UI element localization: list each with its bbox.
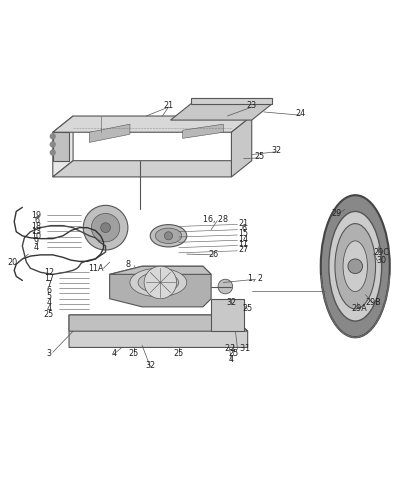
Text: 21: 21 (238, 219, 248, 228)
Ellipse shape (138, 272, 178, 292)
Circle shape (217, 279, 232, 294)
Text: 5: 5 (46, 292, 51, 301)
Text: 15: 15 (238, 230, 248, 238)
Text: 32: 32 (145, 361, 155, 370)
Text: 24: 24 (295, 110, 305, 118)
Text: 27: 27 (238, 245, 248, 254)
Text: 4: 4 (228, 355, 233, 364)
Polygon shape (53, 160, 231, 177)
Text: 4: 4 (46, 298, 51, 308)
Text: 8: 8 (125, 260, 130, 268)
Text: 29A: 29A (351, 304, 366, 314)
Text: 25: 25 (242, 304, 252, 313)
Circle shape (347, 259, 362, 274)
Text: 19: 19 (32, 211, 41, 220)
Text: 14: 14 (238, 234, 248, 244)
Text: 11A: 11A (87, 264, 103, 273)
Text: 11: 11 (238, 240, 248, 249)
Text: 32: 32 (226, 298, 236, 308)
Polygon shape (89, 124, 130, 142)
Text: 10: 10 (32, 232, 41, 241)
Text: 32: 32 (271, 146, 280, 155)
Text: 6: 6 (241, 224, 245, 233)
Text: 9: 9 (34, 238, 39, 246)
Text: 18: 18 (32, 222, 41, 230)
Text: 6: 6 (34, 216, 39, 226)
Text: 17: 17 (44, 274, 53, 283)
Circle shape (91, 214, 119, 242)
Text: 25: 25 (43, 310, 54, 318)
Text: 23: 23 (246, 102, 256, 110)
Ellipse shape (150, 224, 186, 247)
Circle shape (83, 206, 128, 250)
Text: 20: 20 (7, 258, 17, 266)
Polygon shape (190, 98, 271, 104)
Text: 25: 25 (228, 350, 238, 358)
Text: 4: 4 (46, 304, 51, 312)
Text: 16, 28: 16, 28 (202, 215, 227, 224)
Ellipse shape (320, 195, 389, 338)
Circle shape (100, 223, 110, 232)
Text: 1, 2: 1, 2 (248, 274, 262, 283)
Polygon shape (53, 132, 69, 160)
Text: 29B: 29B (365, 298, 380, 308)
Circle shape (144, 266, 176, 298)
Text: 21: 21 (163, 102, 173, 110)
Circle shape (50, 150, 55, 155)
Text: 25: 25 (128, 349, 139, 358)
Text: 29: 29 (331, 209, 341, 218)
Polygon shape (69, 315, 247, 331)
Ellipse shape (155, 228, 181, 244)
Circle shape (50, 134, 55, 139)
Polygon shape (182, 124, 223, 138)
Polygon shape (109, 266, 211, 307)
Text: 26: 26 (208, 250, 217, 258)
Text: 29C: 29C (373, 248, 389, 256)
Polygon shape (53, 116, 73, 177)
Text: 13: 13 (32, 227, 41, 236)
Text: 6: 6 (46, 286, 51, 295)
Text: 4: 4 (111, 349, 116, 358)
Text: 30: 30 (376, 256, 386, 264)
Circle shape (50, 142, 55, 147)
Circle shape (164, 232, 172, 240)
Text: 25: 25 (173, 349, 183, 358)
Ellipse shape (130, 268, 186, 296)
Text: 25: 25 (254, 152, 264, 161)
Polygon shape (69, 315, 247, 348)
Polygon shape (109, 266, 211, 274)
Ellipse shape (342, 241, 367, 292)
Polygon shape (53, 116, 251, 132)
Text: 4: 4 (34, 242, 39, 252)
Text: 7: 7 (46, 280, 51, 289)
Polygon shape (170, 104, 271, 120)
Polygon shape (231, 116, 251, 177)
Polygon shape (211, 298, 243, 331)
Ellipse shape (328, 212, 381, 321)
Text: 12: 12 (44, 268, 53, 277)
Ellipse shape (334, 224, 375, 309)
Text: 22, 31: 22, 31 (224, 344, 249, 353)
Text: 3: 3 (46, 349, 51, 358)
